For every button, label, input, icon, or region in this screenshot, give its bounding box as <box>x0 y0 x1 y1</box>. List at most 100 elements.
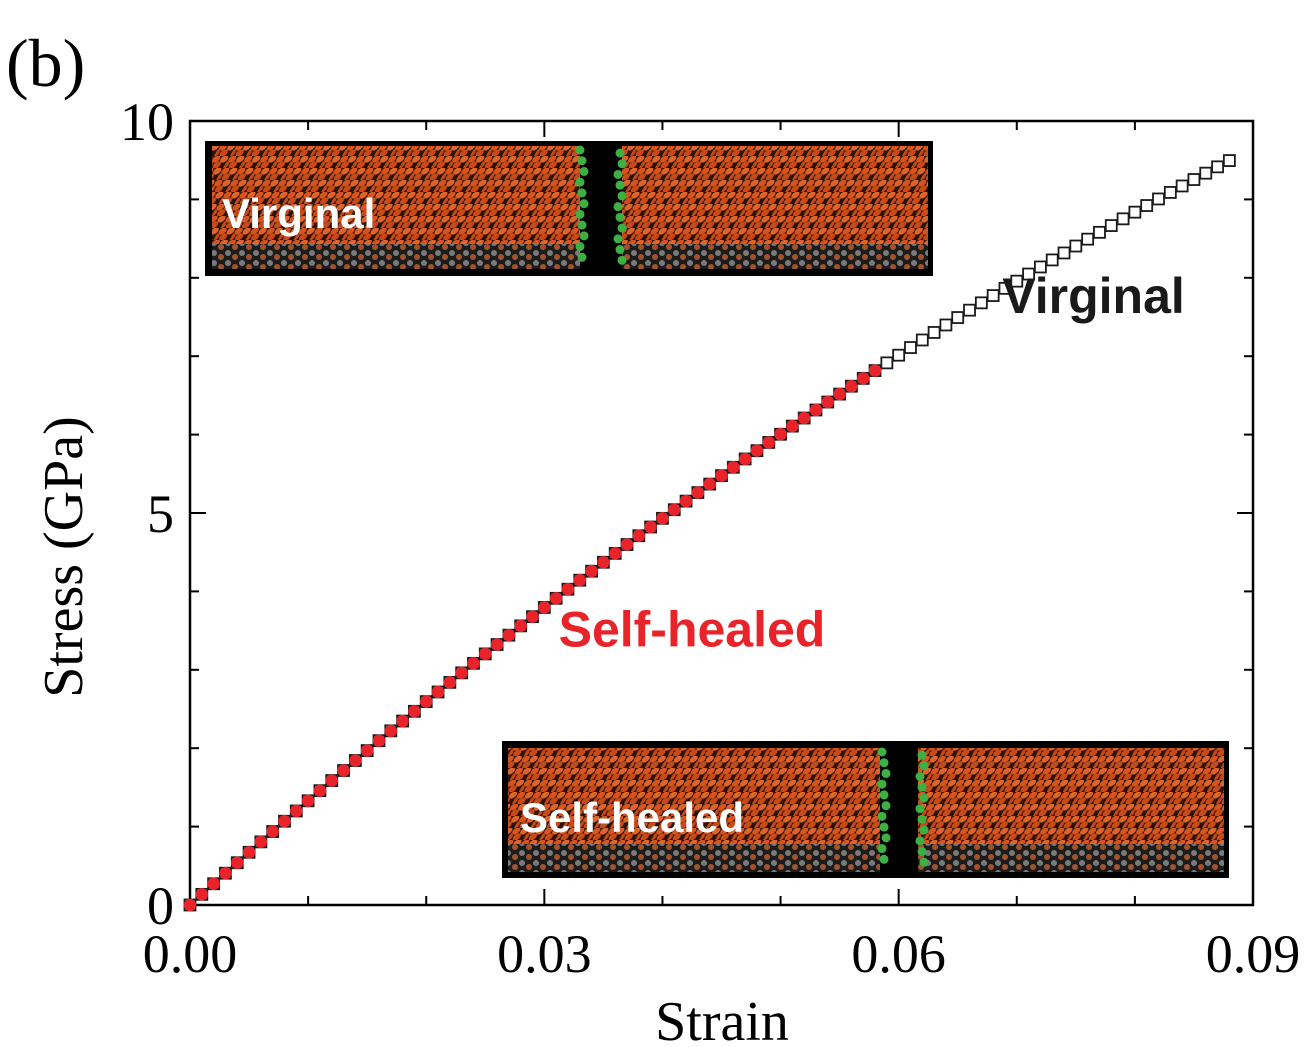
self-healed-point <box>644 520 657 534</box>
self-healed-point <box>313 784 327 797</box>
virginal-point <box>1081 232 1095 246</box>
self-healed-point <box>384 724 397 738</box>
annotations: Virginal Self-healed <box>559 268 1185 657</box>
self-healed-point <box>809 403 823 417</box>
self-healed-point <box>738 452 752 466</box>
inset-self-healed-label: Self-healed <box>520 794 744 841</box>
self-healed-point <box>538 601 551 614</box>
self-healed-point <box>821 395 834 409</box>
virginal-point <box>1069 239 1083 253</box>
virginal-point <box>1187 173 1201 186</box>
virginal-point <box>1034 260 1047 274</box>
virginal-point <box>963 303 976 317</box>
self-healed-point <box>762 436 775 449</box>
virginal-point <box>1175 179 1189 193</box>
inset-virginal-label: Virginal <box>222 190 375 237</box>
self-healed-point <box>526 610 539 623</box>
series-annotation: Virginal <box>1002 268 1184 324</box>
virginal-point <box>915 333 929 347</box>
self-healed-point <box>183 898 197 912</box>
self-healed-point <box>254 835 268 849</box>
self-healed-point <box>833 387 846 401</box>
self-healed-point <box>774 428 787 441</box>
virginal-point <box>892 348 906 362</box>
self-healed-point <box>549 592 563 605</box>
self-healed-point <box>337 764 350 777</box>
virginal-point <box>974 296 988 310</box>
interface-atoms-top <box>575 145 627 265</box>
tick-labels: 0.00 0.03 0.06 0.09 0 5 10 <box>120 92 1300 984</box>
self-healed-point <box>561 583 575 596</box>
virginal-point <box>1010 274 1024 288</box>
self-healed-point <box>786 419 799 433</box>
self-healed-point <box>620 538 634 551</box>
self-healed-point <box>360 744 374 757</box>
virginal-point <box>1022 267 1035 281</box>
virginal-point <box>986 289 1000 302</box>
self-healed-point <box>396 714 409 728</box>
self-healed-point <box>597 556 610 569</box>
virginal-point <box>1093 225 1106 239</box>
inset-self-healed: Self-healed <box>502 741 1229 878</box>
self-healed-point <box>609 547 622 560</box>
virginal-point <box>998 281 1012 295</box>
virginal-point <box>1199 166 1213 180</box>
axis-ticks <box>189 120 1254 906</box>
self-healed-point <box>467 657 480 670</box>
virginal-point <box>1045 253 1059 267</box>
self-healed-point <box>585 565 598 578</box>
self-healed-point <box>573 573 586 587</box>
self-healed-point <box>679 494 693 508</box>
self-healed-point <box>290 804 303 818</box>
self-healed-point <box>703 477 716 491</box>
self-healed-point <box>727 461 740 474</box>
self-healed-point <box>443 676 457 689</box>
series-annotation: Self-healed <box>559 601 826 657</box>
x-axis-label: Strain <box>655 991 789 1047</box>
self-healed-point <box>750 444 764 457</box>
self-healed-point <box>219 867 232 880</box>
virginal-point <box>1057 246 1071 260</box>
panel-label: (b) <box>6 25 85 101</box>
y-tick-label: 10 <box>120 92 174 152</box>
self-healed-point <box>231 856 244 869</box>
self-healed-point <box>242 846 256 859</box>
x-tick-label: 0.03 <box>497 924 592 984</box>
self-healed-point <box>207 877 220 890</box>
y-axis-label: Stress (GPa) <box>33 416 95 698</box>
inset-virginal: Virginal <box>205 141 933 276</box>
virginal-point <box>1116 212 1130 226</box>
x-tick-label: 0.06 <box>851 924 946 984</box>
virginal-point <box>1128 205 1142 219</box>
x-tick-label: 0.00 <box>143 924 238 984</box>
interface-atoms-bottom <box>877 747 929 867</box>
virginal-point <box>880 356 894 370</box>
virginal-point <box>1163 186 1177 199</box>
self-healed-point <box>195 888 209 901</box>
self-healed-point <box>691 486 705 499</box>
self-healed-point <box>455 666 468 680</box>
self-healed-point <box>266 825 279 838</box>
self-healed-point <box>349 754 362 767</box>
self-healed-point <box>490 638 504 651</box>
virginal-point <box>927 326 941 339</box>
y-tick-label: 0 <box>147 876 174 936</box>
y-tick-label: 5 <box>147 484 174 544</box>
self-healed-point <box>845 380 858 393</box>
virginal-point <box>1152 192 1165 206</box>
self-healed-point <box>301 794 315 807</box>
self-healed-point <box>868 364 882 377</box>
self-healed-point <box>325 774 338 787</box>
self-healed-point <box>656 512 669 525</box>
self-healed-point <box>715 469 728 482</box>
self-healed-point <box>502 628 516 642</box>
self-healed-point <box>514 619 527 633</box>
virginal-point <box>904 341 917 354</box>
self-healed-point <box>479 647 492 661</box>
virginal-point <box>1140 199 1154 212</box>
self-healed-point <box>372 734 386 747</box>
self-healed-point <box>431 685 445 699</box>
self-healed-point <box>668 503 681 516</box>
virginal-point <box>939 318 953 332</box>
